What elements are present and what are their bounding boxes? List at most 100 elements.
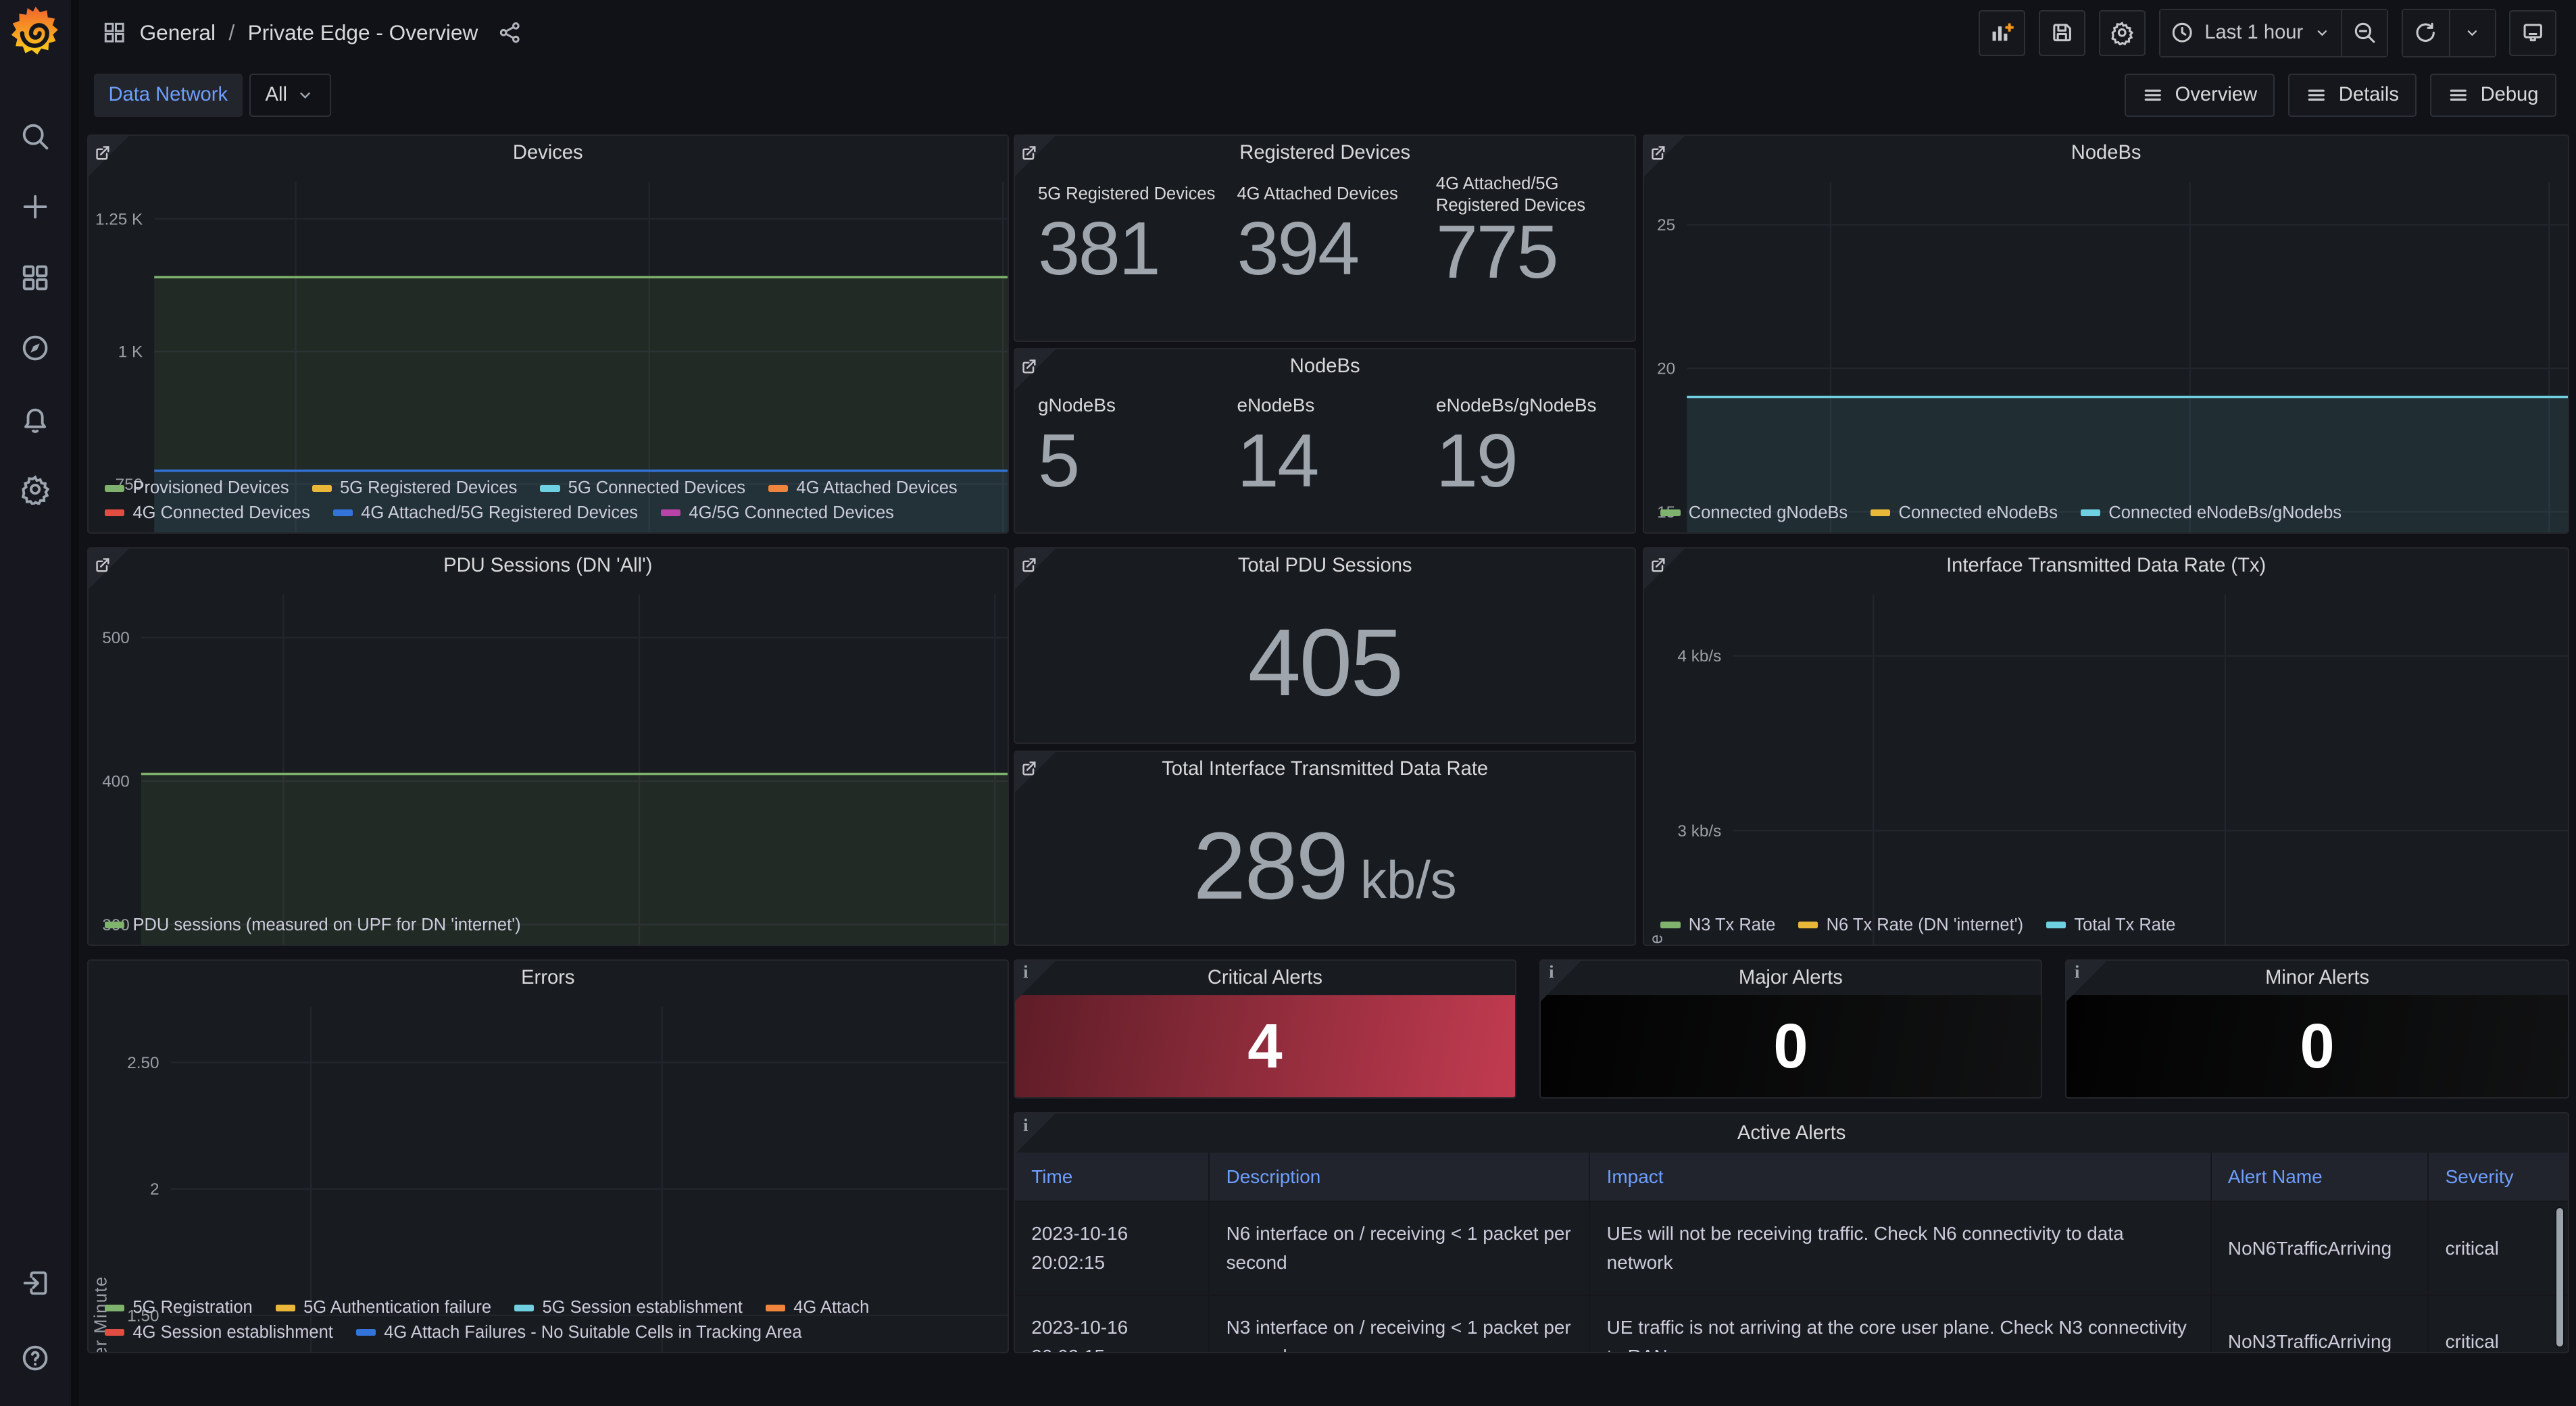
configuration-gear-icon[interactable]: [11, 465, 60, 514]
legend-item[interactable]: Total Tx Rate: [2046, 915, 2175, 935]
pdu-legend: PDU sessions (measured on UPF for DN 'in…: [89, 913, 1008, 945]
dashboard-settings-button[interactable]: [2099, 10, 2146, 56]
svg-text:4 kb/s: 4 kb/s: [1678, 647, 1722, 666]
column-header[interactable]: Severity: [2428, 1153, 2568, 1201]
page-title[interactable]: Private Edge - Overview: [248, 20, 478, 45]
panel-nodebs-stat: NodeBs gNodeBs 5 eNodeBs 14 eNodeBs/gNod…: [1014, 348, 1636, 534]
panel-links-icon[interactable]: [1015, 549, 1056, 589]
panel-title[interactable]: Devices: [89, 136, 1008, 170]
info-icon[interactable]: i: [2066, 961, 2107, 1001]
legend-item[interactable]: 4G Attach: [766, 1298, 869, 1317]
refresh-button[interactable]: [2403, 10, 2449, 56]
nodebs-chart[interactable]: 19:1019:2019:3019:4019:5020:000510152025: [1644, 170, 2568, 501]
svg-text:1.25 K: 1.25 K: [95, 211, 143, 229]
stat-label: 4G Attached Devices: [1237, 184, 1422, 205]
legend-item[interactable]: N6 Tx Rate (DN 'internet'): [1798, 915, 2023, 935]
panel-title[interactable]: NodeBs: [1015, 349, 1635, 384]
dashboards-icon[interactable]: [11, 253, 60, 302]
alerting-bell-icon[interactable]: [11, 394, 60, 443]
legend-item[interactable]: N3 Tx Rate: [1660, 915, 1775, 935]
zoom-out-time-button[interactable]: [2341, 10, 2387, 56]
overview-button[interactable]: Overview: [2125, 74, 2275, 116]
panel-title[interactable]: NodeBs: [1644, 136, 2568, 170]
panel-links-icon[interactable]: [1015, 349, 1056, 390]
column-header[interactable]: Impact: [1589, 1153, 2210, 1201]
pdu-chart[interactable]: 19:1019:2019:3019:4019:5020:000100200300…: [89, 583, 1008, 914]
panel-links-icon[interactable]: [1015, 136, 1056, 176]
svg-text:3 kb/s: 3 kb/s: [1678, 822, 1722, 840]
legend-item[interactable]: 5G Registered Devices: [312, 478, 518, 498]
panel-nodebs-chart: NodeBs 19:1019:2019:3019:4019:5020:00051…: [1643, 134, 2569, 534]
panel-title[interactable]: Registered Devices: [1015, 136, 1635, 170]
time-range-picker[interactable]: Last 1 hour: [2160, 10, 2341, 56]
share-icon[interactable]: [497, 20, 522, 45]
panel-links-icon[interactable]: [89, 549, 129, 589]
save-dashboard-button[interactable]: [2039, 10, 2086, 56]
panel-links-icon[interactable]: [89, 136, 129, 176]
details-button[interactable]: Details: [2288, 74, 2417, 116]
panel-title[interactable]: Errors: [89, 961, 1008, 995]
legend-item[interactable]: 4G Connected Devices: [105, 503, 310, 523]
legend-item[interactable]: Connected eNodeBs: [1871, 503, 2058, 523]
variable-label[interactable]: Data Network: [94, 74, 243, 116]
toolbar: Last 1 hour: [1979, 9, 2556, 57]
svg-text:25: 25: [1657, 217, 1675, 235]
stat-value: 405: [1248, 607, 1402, 718]
panel-title[interactable]: Active Alerts: [1015, 1113, 2568, 1153]
panel-total-pdu: Total PDU Sessions 405: [1014, 547, 1636, 745]
plus-icon[interactable]: [11, 182, 60, 232]
panel-links-icon[interactable]: [1644, 549, 1685, 589]
panel-links-icon[interactable]: [1015, 752, 1056, 793]
chart-svg: 19:1019:2019:3019:4019:5020:000510152025: [1644, 170, 2569, 534]
info-icon[interactable]: i: [1015, 961, 1056, 1001]
sign-in-icon[interactable]: [11, 1258, 60, 1307]
legend-item[interactable]: PDU sessions (measured on UPF for DN 'in…: [105, 915, 520, 935]
panel-pdu-sessions: PDU Sessions (DN 'All') 19:1019:2019:301…: [87, 547, 1009, 947]
cycle-view-mode-button[interactable]: [2509, 10, 2556, 56]
panel-title[interactable]: Total Interface Transmitted Data Rate: [1015, 752, 1635, 786]
stat-value: 381: [1038, 209, 1224, 288]
legend-item[interactable]: Connected eNodeBs/gNodebs: [2081, 503, 2342, 523]
explore-compass-icon[interactable]: [11, 324, 60, 373]
devices-chart[interactable]: 19:1019:2019:3019:4019:5020:000250500750…: [89, 170, 1008, 476]
grafana-logo[interactable]: [0, 0, 71, 66]
refresh-interval-dropdown[interactable]: [2449, 10, 2495, 56]
legend-item[interactable]: Provisioned Devices: [105, 478, 289, 498]
panel-title[interactable]: Interface Transmitted Data Rate (Tx): [1644, 549, 2568, 583]
panel-title[interactable]: Minor Alerts: [2066, 961, 2568, 995]
legend-item[interactable]: Connected gNodeBs: [1660, 503, 1848, 523]
panel-title[interactable]: Critical Alerts: [1015, 961, 1515, 995]
stat-unit: kb/s: [1360, 851, 1457, 911]
info-icon[interactable]: i: [1541, 961, 1581, 1001]
legend-item[interactable]: 4G/5G Connected Devices: [661, 503, 894, 523]
panel-title[interactable]: Major Alerts: [1541, 961, 2041, 995]
legend-item[interactable]: 4G Attach Failures - No Suitable Cells i…: [356, 1323, 802, 1342]
legend-item[interactable]: 5G Registration: [105, 1298, 253, 1317]
add-panel-button[interactable]: [1979, 10, 2026, 56]
tx-chart[interactable]: 19:1019:2019:3019:4019:5020:000 b/s1 kb/…: [1644, 583, 2568, 914]
stat-value: 5: [1038, 421, 1224, 500]
column-header[interactable]: Description: [1209, 1153, 1589, 1201]
info-icon[interactable]: i: [1015, 1113, 1056, 1154]
errors-chart[interactable]: 19:1019:2019:3019:4019:5020:0000.50011.5…: [89, 995, 1008, 1297]
breadcrumb-section[interactable]: General: [140, 20, 216, 45]
nodebs-legend: Connected gNodeBs Connected eNodeBs Connec…: [1644, 501, 2568, 532]
legend-item[interactable]: 4G Attached/5G Registered Devices: [333, 503, 638, 523]
sub-header: Data Network All Overview Details Debug: [79, 69, 2576, 122]
help-icon[interactable]: [11, 1334, 60, 1383]
search-icon[interactable]: [11, 111, 60, 161]
legend-item[interactable]: 5G Connected Devices: [540, 478, 745, 498]
column-header[interactable]: Time: [1015, 1153, 1209, 1201]
table-scrollbar[interactable]: [2555, 1207, 2565, 1348]
debug-button[interactable]: Debug: [2430, 74, 2556, 116]
legend-item[interactable]: 5G Session establishment: [514, 1298, 743, 1317]
column-header[interactable]: Alert Name: [2211, 1153, 2429, 1201]
panel-links-icon[interactable]: [1644, 136, 1685, 176]
legend-item[interactable]: 5G Authentication failure: [276, 1298, 491, 1317]
legend-item[interactable]: 4G Session establishment: [105, 1323, 333, 1342]
panel-title[interactable]: Total PDU Sessions: [1015, 549, 1635, 583]
legend-item[interactable]: 4G Attached Devices: [768, 478, 958, 498]
sidebar-bottom: [11, 1258, 60, 1383]
panel-title[interactable]: PDU Sessions (DN 'All'): [89, 549, 1008, 583]
variable-value-dropdown[interactable]: All: [249, 74, 331, 116]
